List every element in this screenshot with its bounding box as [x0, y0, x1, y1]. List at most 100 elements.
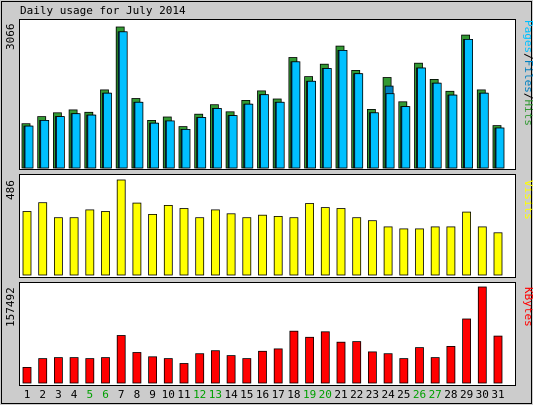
- kbytes-bar: [305, 336, 315, 384]
- pages-bar: [181, 128, 191, 169]
- pages-bar: [401, 106, 411, 169]
- pages-bar: [369, 112, 379, 169]
- legend-kbytes: KBytes: [522, 287, 533, 327]
- pages-bar: [307, 80, 317, 169]
- day-tick-label: 26: [413, 388, 426, 401]
- pages-bar: [150, 122, 160, 169]
- pages-bar: [417, 67, 426, 169]
- kbytes-bar: [367, 351, 377, 384]
- day-axis-labels: 1 2 3 4 5 6 7 8 9 10 11 12 13 14 15 16 17 18 19 20 21 22 23 24 2…: [24, 388, 505, 401]
- day-tick-label: 1: [24, 388, 31, 401]
- kbytes-bar: [258, 350, 267, 384]
- day-tick-label: 14: [224, 388, 238, 401]
- kbytes-bar: [415, 347, 424, 384]
- kbytes-bar: [116, 335, 126, 384]
- pages-bar: [354, 73, 364, 169]
- day-tick-label: 2: [39, 388, 46, 401]
- visits-bar: [415, 228, 424, 276]
- pages-bar: [244, 103, 254, 169]
- visits-bar: [148, 213, 158, 276]
- visits-bar: [446, 226, 456, 276]
- day-tick-label: 24: [381, 388, 395, 401]
- pages-bar: [103, 92, 112, 169]
- visits-bar: [320, 207, 330, 276]
- kbytes-bar: [446, 345, 456, 384]
- pages-bar: [338, 50, 348, 169]
- day-tick-label: 7: [118, 388, 125, 401]
- day-tick-label: 25: [397, 388, 410, 401]
- day-tick-label: 15: [240, 388, 253, 401]
- day-tick-label: 16: [256, 388, 269, 401]
- pages-bar: [322, 68, 332, 169]
- ymax-label-top: 3066: [4, 24, 17, 51]
- visits-bar: [226, 213, 236, 276]
- kbytes-bar: [148, 356, 158, 384]
- legend-hits: Hits: [522, 100, 533, 127]
- kbytes-bar: [22, 366, 32, 384]
- kbytes-bar: [336, 341, 346, 384]
- day-tick-label: 19: [303, 388, 316, 401]
- pages-bar: [71, 113, 81, 169]
- panel-pages-files-hits: 3066 Pages/Files/Hits: [4, 19, 533, 170]
- day-tick-label: 27: [429, 388, 442, 401]
- pages-bar: [495, 127, 505, 169]
- visits-bar: [352, 217, 362, 276]
- day-tick-label: 8: [134, 388, 141, 401]
- visits-bar: [493, 232, 503, 276]
- pages-bar: [212, 108, 222, 169]
- visits-bar: [210, 209, 220, 276]
- pages-bar: [87, 114, 97, 169]
- kbytes-bar: [399, 358, 409, 384]
- kbytes-bar: [163, 358, 173, 384]
- pages-bar: [228, 115, 238, 169]
- kbytes-bar: [352, 341, 362, 384]
- kbytes-bar: [38, 358, 48, 384]
- day-tick-label: 13: [209, 388, 222, 401]
- day-tick-label: 23: [366, 388, 379, 401]
- day-tick-label: 12: [193, 388, 206, 401]
- chart-title: Daily usage for July 2014: [20, 4, 186, 17]
- bars-mid-group: [22, 179, 503, 276]
- visits-bar: [383, 226, 393, 276]
- day-tick-label: 22: [350, 388, 363, 401]
- visits-bar: [305, 203, 315, 276]
- pages-bar: [385, 93, 395, 169]
- pages-bar: [448, 94, 458, 169]
- panel-visits: 486 Visits: [4, 174, 533, 278]
- kbytes-bar: [462, 318, 472, 384]
- visits-bar: [242, 217, 252, 276]
- kbytes-bar: [179, 363, 189, 384]
- pages-bar: [260, 94, 269, 169]
- pages-bar: [134, 101, 144, 169]
- visits-bar: [336, 208, 346, 276]
- kbytes-bar: [210, 350, 220, 384]
- day-tick-label: 20: [319, 388, 332, 401]
- kbytes-bar: [493, 335, 503, 384]
- legend-sep-2: /: [522, 93, 533, 100]
- visits-bar: [477, 226, 487, 276]
- legend-visits: Visits: [522, 180, 533, 220]
- kbytes-bar: [132, 352, 142, 384]
- ymax-label-bot: 157492: [4, 287, 17, 327]
- kbytes-bar: [226, 355, 236, 384]
- kbytes-bar: [383, 353, 393, 384]
- day-tick-label: 17: [272, 388, 285, 401]
- visits-bar: [289, 217, 299, 276]
- kbytes-bar: [54, 357, 63, 384]
- visits-bar: [54, 217, 63, 276]
- kbytes-bar: [101, 357, 110, 384]
- legend-pages-files-hits: Pages/Files/Hits: [522, 20, 533, 126]
- day-tick-label: 6: [102, 388, 109, 401]
- day-tick-label: 18: [287, 388, 300, 401]
- kbytes-bar: [85, 358, 95, 384]
- visits-bar: [132, 202, 142, 276]
- day-tick-label: 30: [476, 388, 489, 401]
- day-tick-label: 21: [334, 388, 347, 401]
- bars-bot-group: [22, 286, 503, 384]
- kbytes-bar: [477, 286, 487, 384]
- pages-bar: [118, 31, 128, 169]
- visits-bar: [85, 209, 95, 276]
- panel-kbytes: 157492 KBytes: [4, 282, 533, 386]
- pages-bar: [24, 125, 34, 169]
- day-tick-label: 3: [55, 388, 62, 401]
